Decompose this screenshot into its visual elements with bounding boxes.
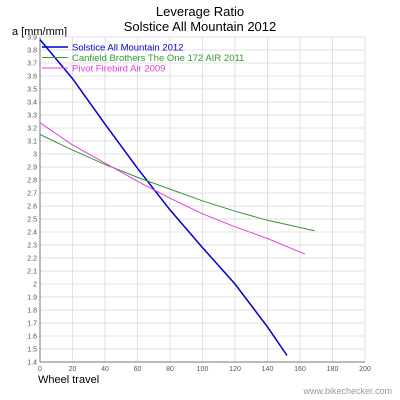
y-axis-label: a [mm/mm] <box>12 26 67 38</box>
series-line-3 <box>39 122 306 255</box>
x-tick-label: 100 <box>197 366 209 373</box>
x-tick-label: 180 <box>327 366 339 373</box>
y-tick-label: 3.4 <box>27 100 37 107</box>
y-tick-label: 3.2 <box>27 126 37 133</box>
x-tick-label: 200 <box>359 366 371 373</box>
x-tick-label: 80 <box>166 366 174 373</box>
series-line-2 <box>39 134 315 232</box>
y-tick-label: 3.5 <box>27 87 37 94</box>
legend-entry: Solstice All Mountain 2012 <box>72 43 183 54</box>
x-tick-label: 40 <box>101 366 109 373</box>
y-tick-label: 2.5 <box>27 217 37 224</box>
x-tick-label: 0 <box>38 366 42 373</box>
y-tick-label: 2.9 <box>27 165 37 172</box>
x-tick-label: 20 <box>69 366 77 373</box>
y-tick-label: 1.8 <box>27 308 37 315</box>
y-tick-label: 2.4 <box>27 230 37 237</box>
y-tick-label: 2.2 <box>27 256 37 263</box>
x-axis-label: Wheel travel <box>38 374 100 386</box>
y-tick-label: 1.4 <box>27 360 37 367</box>
y-tick-label: 2.1 <box>27 269 37 276</box>
x-tick-label: 120 <box>229 366 241 373</box>
y-tick-label: 1.5 <box>27 347 37 354</box>
y-tick-label: 3.9 <box>27 35 37 42</box>
y-tick-label: 1.9 <box>27 295 37 302</box>
y-tick-label: 3 <box>33 152 37 159</box>
y-tick-label: 3.7 <box>27 61 37 68</box>
y-tick-label: 2 <box>33 282 37 289</box>
y-tick-label: 2.7 <box>27 191 37 198</box>
legend-entry: Pivot Firebird Air 2009 <box>72 64 165 75</box>
x-tick-label: 160 <box>294 366 306 373</box>
y-tick-label: 3.6 <box>27 74 37 81</box>
watermark: www.bikechecker.com <box>303 386 392 396</box>
y-tick-label: 2.8 <box>27 178 37 185</box>
chart-title: Leverage Ratio <box>155 4 245 19</box>
x-tick-label: 140 <box>262 366 274 373</box>
y-tick-label: 3.1 <box>27 139 37 146</box>
y-tick-label: 2.3 <box>27 243 37 250</box>
y-tick-label: 1.6 <box>27 334 37 341</box>
y-tick-label: 1.7 <box>27 321 37 328</box>
y-tick-label: 3.3 <box>27 113 37 120</box>
legend-entry: Canfield Brothers The One 172 AIR 2011 <box>72 53 244 64</box>
y-tick-label: 3.8 <box>27 48 37 55</box>
chart-subtitle: Solstice All Mountain 2012 <box>123 19 277 34</box>
chart-title-block: Leverage Ratio Solstice All Mountain 201… <box>0 4 400 34</box>
series-line-1 <box>39 39 288 356</box>
y-tick-label: 2.6 <box>27 204 37 211</box>
x-tick-label: 60 <box>134 366 142 373</box>
